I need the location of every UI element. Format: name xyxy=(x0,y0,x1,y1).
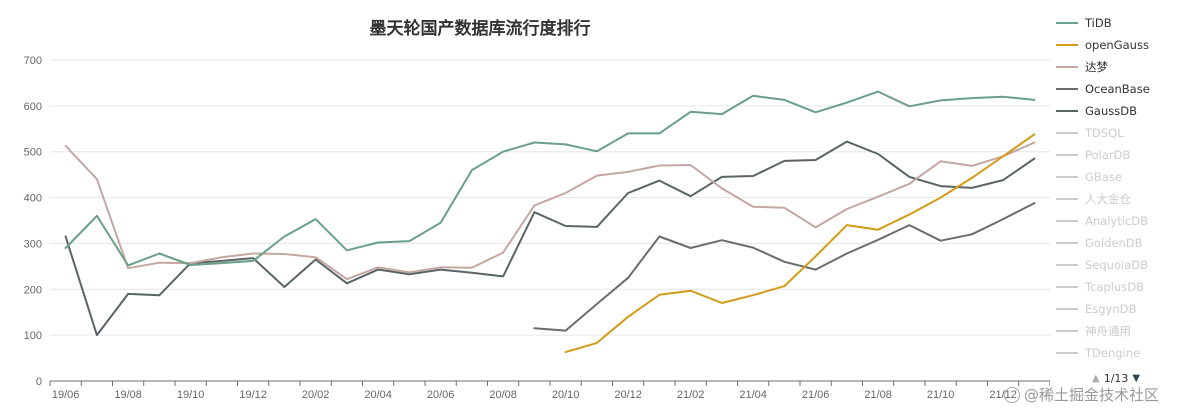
legend-swatch xyxy=(1056,352,1078,354)
x-tick-label: 20/10 xyxy=(552,389,580,401)
legend-label: EsgynDB xyxy=(1085,302,1137,316)
y-tick-label: 300 xyxy=(24,238,42,250)
legend-label: TDengine xyxy=(1085,346,1141,360)
x-tick-label: 21/04 xyxy=(739,389,767,401)
series-line xyxy=(533,202,1036,332)
x-tick-label: 20/04 xyxy=(364,389,392,401)
x-tick-label: 20/06 xyxy=(427,389,455,401)
legend-prev-page-icon[interactable]: ▲ xyxy=(1092,373,1100,384)
watermark-text: @稀土掘金技术社区 xyxy=(1024,386,1160,404)
watermark: @稀土掘金技术社区 xyxy=(1004,384,1159,405)
legend-swatch xyxy=(1056,176,1078,178)
legend-label: 人大金仓 xyxy=(1085,192,1131,206)
series-line xyxy=(64,141,1036,281)
legend-label: OceanBase xyxy=(1085,82,1150,96)
legend-label: TiDB xyxy=(1085,16,1112,30)
y-tick-label: 600 xyxy=(24,101,42,113)
y-tick-label: 200 xyxy=(24,284,42,296)
y-tick-label: 500 xyxy=(24,147,42,159)
legend-item[interactable]: TiDB xyxy=(1056,12,1176,34)
series-line xyxy=(564,133,1036,354)
x-tick-label: 19/08 xyxy=(114,389,142,401)
legend-swatch xyxy=(1056,66,1078,68)
x-tick-label: 21/10 xyxy=(927,389,955,401)
legend-swatch xyxy=(1056,220,1078,222)
legend-item[interactable]: SequoiaDB xyxy=(1056,254,1176,276)
legend-item[interactable]: AnalyticDB xyxy=(1056,210,1176,232)
x-tick-label: 20/08 xyxy=(489,389,517,401)
legend-swatch xyxy=(1056,308,1078,310)
legend-label: TDSQL xyxy=(1085,126,1124,140)
x-tick-label: 19/12 xyxy=(239,389,267,401)
series-line xyxy=(64,90,1036,267)
x-tick-label: 21/08 xyxy=(864,389,892,401)
chart-title: 墨天轮国产数据库流行度排行 xyxy=(369,19,591,39)
legend-swatch xyxy=(1056,44,1078,46)
chart-legend: TiDB openGauss 达梦 OceanBase GaussDB TDSQL Pola… xyxy=(1056,12,1176,364)
legend-swatch xyxy=(1056,110,1078,112)
legend-item[interactable]: GaussDB xyxy=(1056,100,1176,122)
legend-item[interactable]: 神舟通用 xyxy=(1056,320,1176,342)
legend-swatch xyxy=(1056,88,1078,90)
legend-page-indicator: 1/13 xyxy=(1103,372,1129,385)
y-tick-label: 700 xyxy=(24,55,42,67)
legend-item[interactable]: PolarDB xyxy=(1056,144,1176,166)
legend-label: GBase xyxy=(1085,170,1122,184)
x-tick-label: 20/02 xyxy=(302,389,330,401)
line-chart: 0 100 200 300 400 500 600 700 19/06 19/08 19/10 19/… xyxy=(24,55,1050,401)
legend-label: openGauss xyxy=(1085,38,1149,52)
legend-label: 达梦 xyxy=(1085,60,1108,74)
legend-label: 神舟通用 xyxy=(1085,324,1131,338)
x-tick-label: 20/12 xyxy=(614,389,642,401)
x-tick-label: 19/06 xyxy=(52,389,80,401)
y-tick-label: 400 xyxy=(24,193,42,205)
legend-label: GoldenDB xyxy=(1085,236,1143,250)
legend-item[interactable]: TDengine xyxy=(1056,342,1176,364)
legend-swatch xyxy=(1056,330,1078,332)
legend-item[interactable]: TcaplusDB xyxy=(1056,276,1176,298)
watermark-logo-icon xyxy=(1004,386,1020,403)
legend-label: SequoiaDB xyxy=(1085,258,1148,272)
legend-item[interactable]: EsgynDB xyxy=(1056,298,1176,320)
legend-item[interactable]: OceanBase xyxy=(1056,78,1176,100)
legend-swatch xyxy=(1056,286,1078,288)
y-tick-label: 100 xyxy=(24,330,42,342)
x-tick-label: 21/06 xyxy=(802,389,830,401)
legend-item[interactable]: GBase xyxy=(1056,166,1176,188)
legend-label: GaussDB xyxy=(1085,104,1137,118)
legend-next-page-icon[interactable]: ▼ xyxy=(1132,373,1141,384)
legend-swatch xyxy=(1056,264,1078,266)
x-tick-label: 21/02 xyxy=(677,389,705,401)
legend-swatch xyxy=(1056,154,1078,156)
legend-item[interactable]: 人大金仓 xyxy=(1056,188,1176,210)
legend-label: TcaplusDB xyxy=(1085,280,1144,294)
legend-label: AnalyticDB xyxy=(1085,214,1148,228)
y-tick-label: 0 xyxy=(36,376,42,388)
legend-swatch xyxy=(1056,22,1078,24)
legend-pager: ▲ 1/13 ▼ xyxy=(1092,372,1140,385)
legend-item[interactable]: TDSQL xyxy=(1056,122,1176,144)
legend-item[interactable]: openGauss xyxy=(1056,34,1176,56)
legend-swatch xyxy=(1056,132,1078,134)
legend-item[interactable]: GoldenDB xyxy=(1056,232,1176,254)
x-tick-label: 19/10 xyxy=(177,389,205,401)
legend-swatch xyxy=(1056,198,1078,200)
legend-label: PolarDB xyxy=(1085,148,1131,162)
legend-item[interactable]: 达梦 xyxy=(1056,56,1176,78)
series-line xyxy=(64,140,1036,337)
legend-swatch xyxy=(1056,242,1078,244)
